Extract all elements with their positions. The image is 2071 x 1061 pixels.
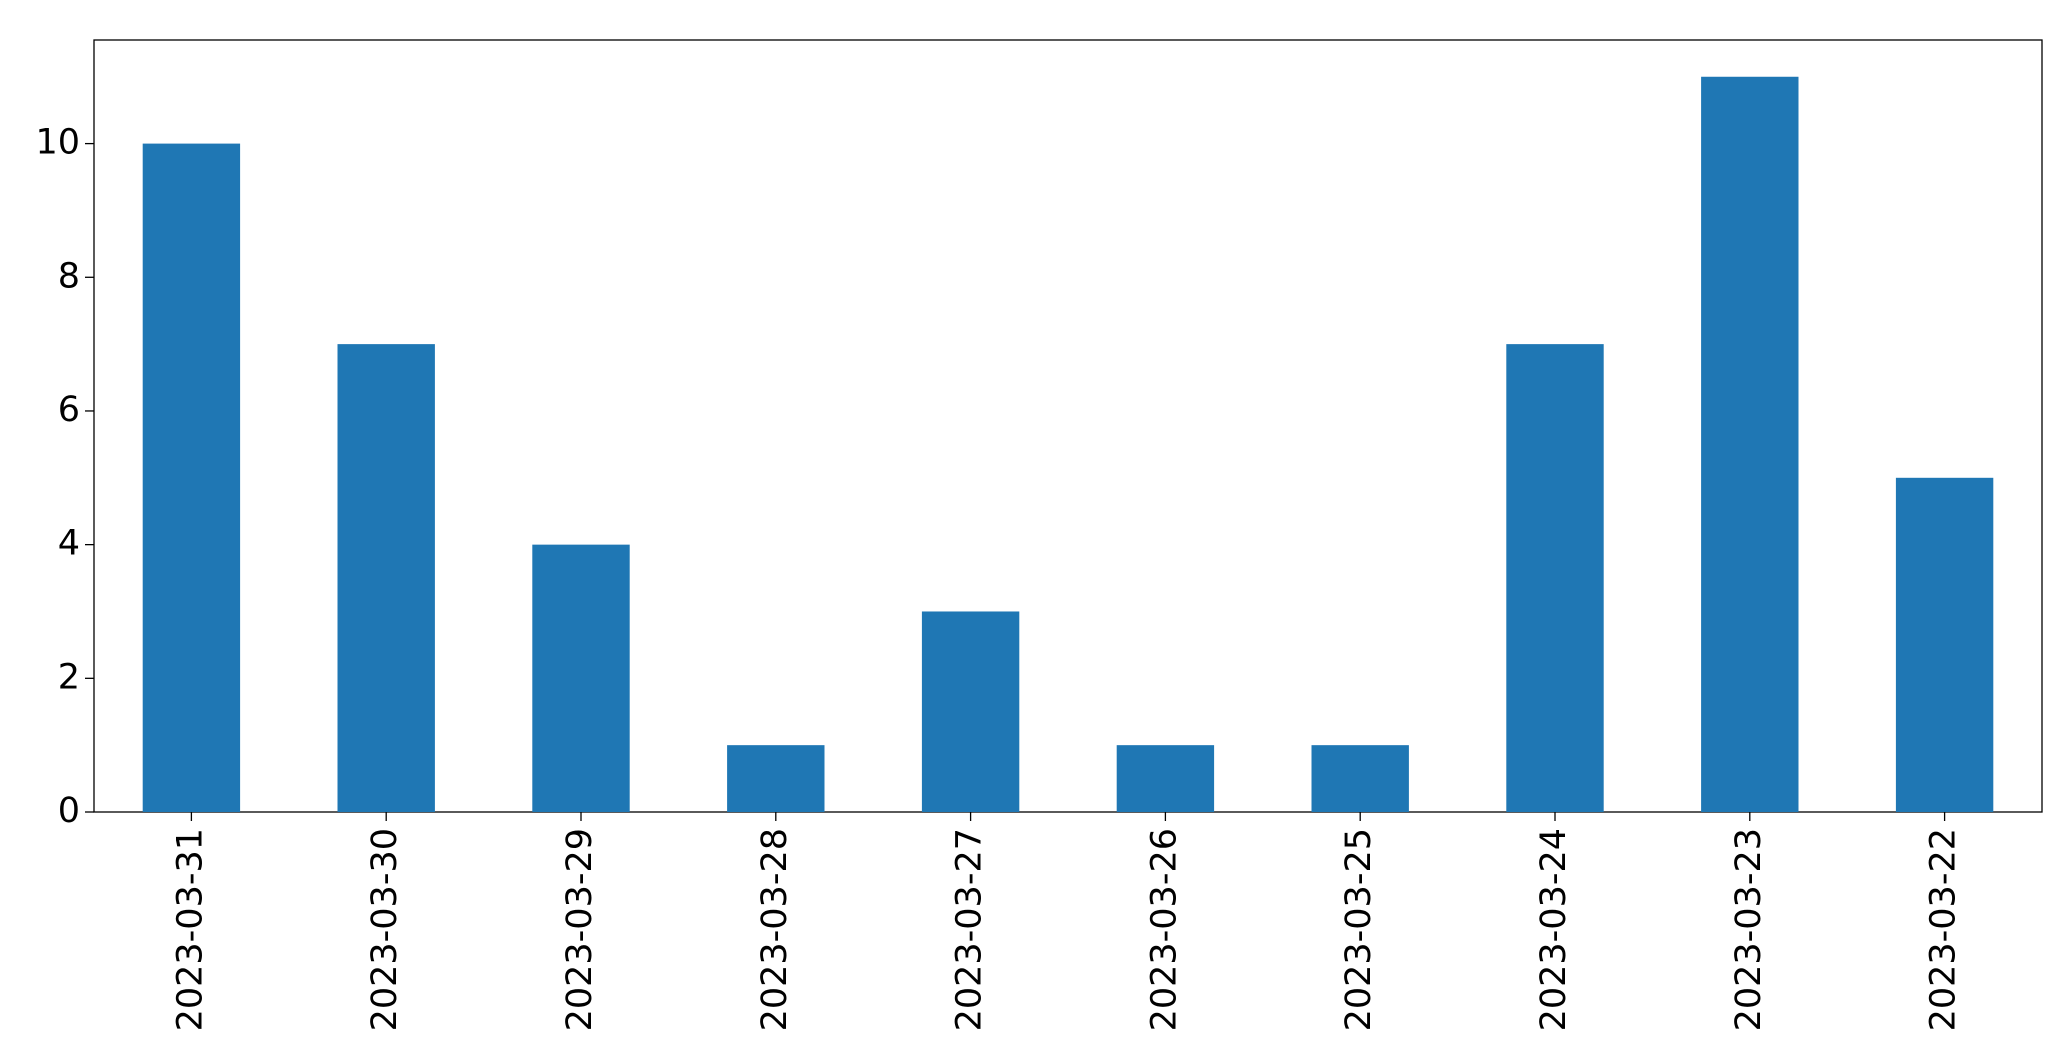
bar [1311, 745, 1409, 812]
bar [1116, 745, 1215, 812]
x-tick-label: 2023-03-24 [1534, 828, 1574, 1031]
bar [1895, 477, 1994, 812]
y-tick-label: 8 [58, 256, 80, 296]
x-tick-label: 2023-03-28 [755, 828, 795, 1031]
y-tick-label: 2 [58, 657, 80, 697]
y-tick-label: 4 [58, 524, 80, 564]
bar [727, 745, 825, 812]
bar [1701, 76, 1799, 812]
x-tick-label: 2023-03-29 [560, 828, 600, 1031]
x-tick-label: 2023-03-31 [170, 828, 210, 1031]
y-tick-label: 0 [58, 791, 80, 831]
axes-frame [93, 39, 2043, 813]
x-tick-label: 2023-03-22 [1924, 828, 1964, 1031]
y-tick-label: 6 [58, 390, 80, 430]
bar [532, 544, 630, 812]
x-tick-label: 2023-03-27 [950, 828, 990, 1031]
bar [921, 611, 1020, 812]
bar [142, 143, 241, 812]
x-tick-label: 2023-03-26 [1144, 828, 1184, 1031]
x-tick-label: 2023-03-23 [1729, 828, 1769, 1031]
y-tick-label: 10 [35, 123, 80, 163]
x-tick-label: 2023-03-25 [1339, 828, 1379, 1031]
bar [1506, 344, 1604, 812]
x-tick-label: 2023-03-30 [365, 828, 405, 1031]
bar [337, 344, 435, 812]
